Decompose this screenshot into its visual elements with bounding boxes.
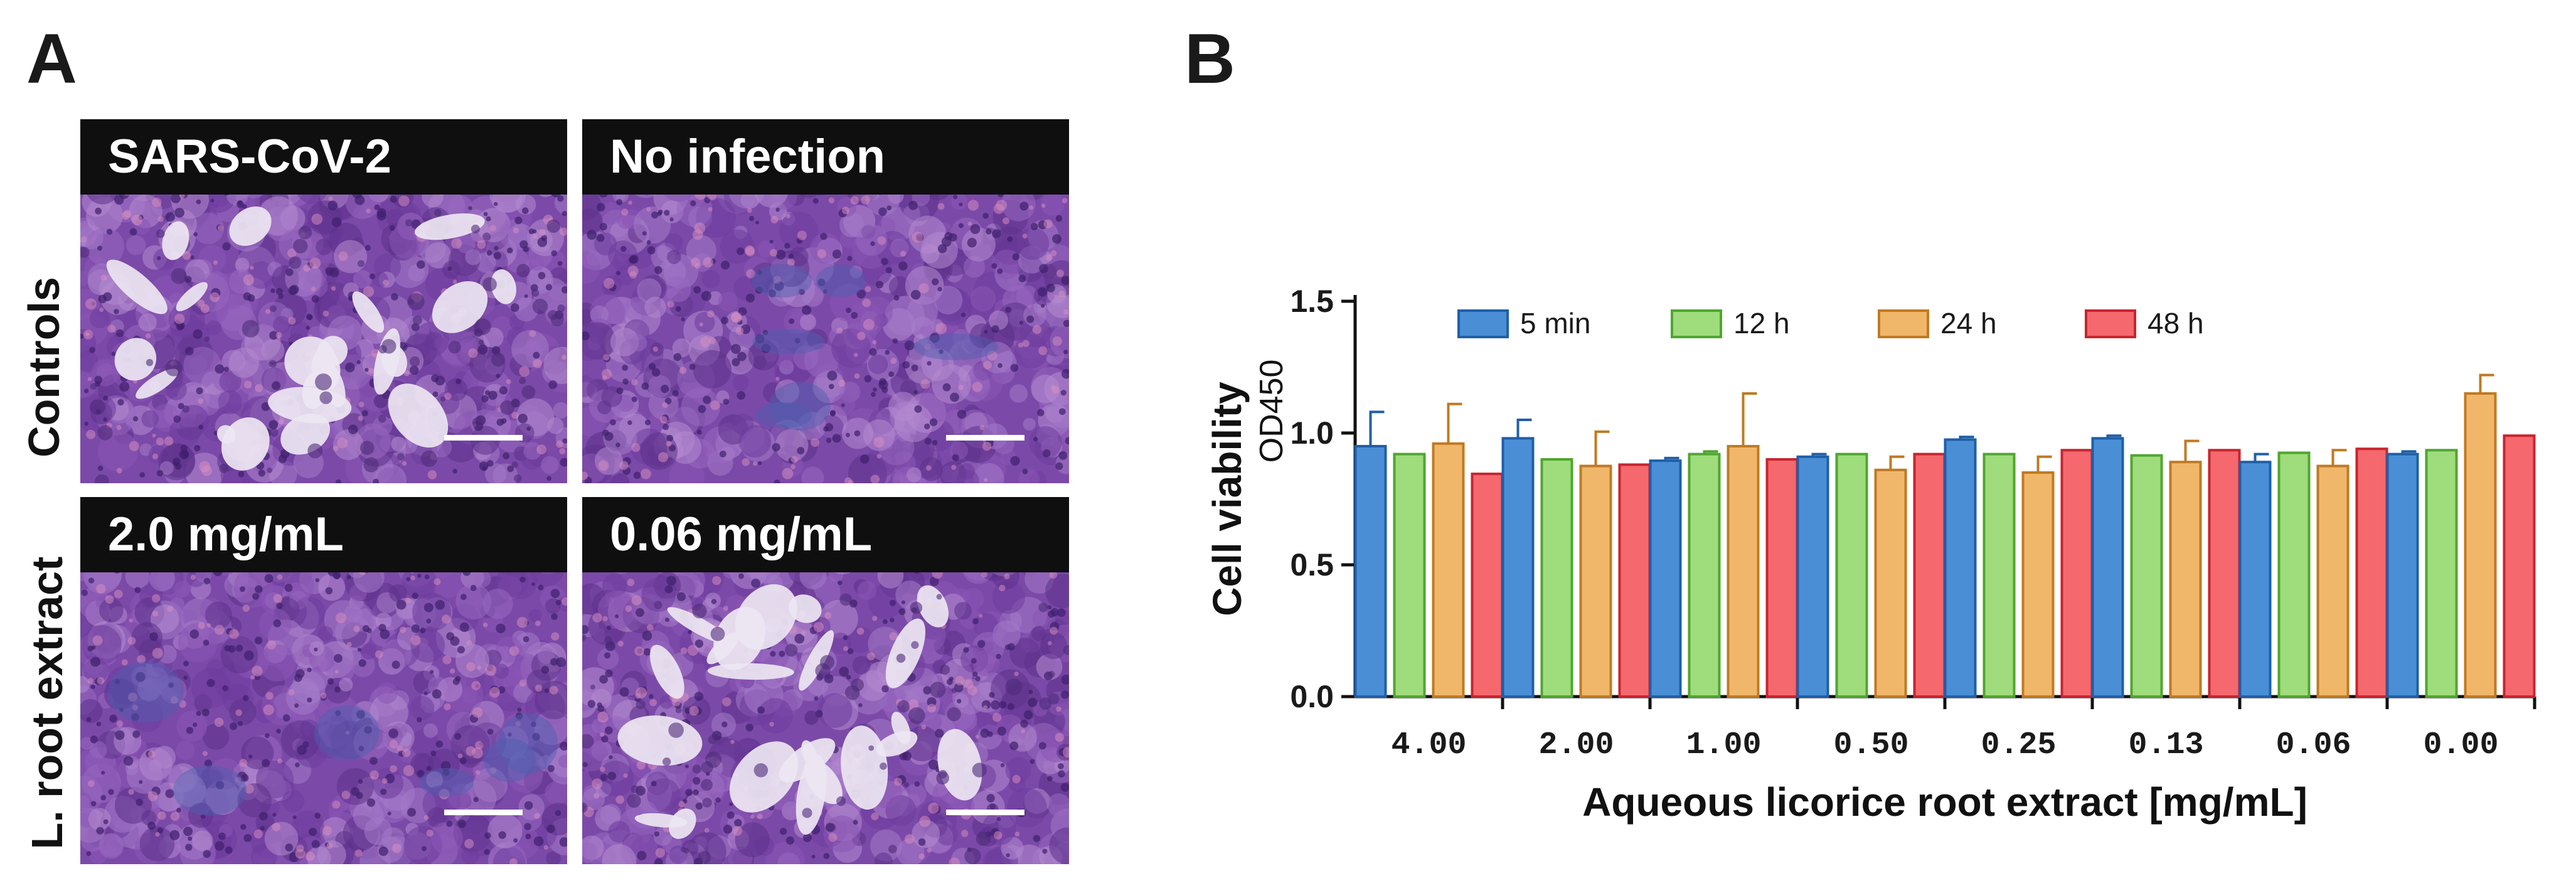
micrograph-label: 2.0 mg/mL (80, 497, 567, 572)
x-tick-label: 0.00 (2423, 727, 2498, 763)
y-tick-label: 1.5 (1290, 284, 1334, 319)
panel-a-letter: A (26, 19, 77, 98)
bar-5-min-4.00 (1354, 445, 1387, 698)
bar-5-min-0.00 (2386, 452, 2419, 698)
x-tick-label: 0.25 (1981, 727, 2056, 763)
bar-12-h-0.25 (1983, 452, 2016, 698)
legend-label: 12 h (1733, 307, 1790, 340)
bar-24-h-0.00 (2464, 392, 2497, 698)
y-axis-sublabel: OD450 (1253, 360, 1290, 463)
bar-5-min-2.00 (1501, 437, 1535, 698)
micrograph-label: 0.06 mg/mL (582, 497, 1069, 572)
x-tick-label: 4.00 (1391, 727, 1466, 763)
bar-48-h-0.50 (1913, 452, 1946, 698)
micrograph-no-infection: No infection (582, 119, 1069, 483)
cell-viability-chart: 0.0 0.5 1.0 1.5 4.00 2.00 1.00 0.50 0.25 0.13 0.06… (1205, 284, 2536, 825)
scale-bar (946, 810, 1025, 815)
bar-5-min-0.25 (1944, 438, 1977, 698)
bar-12-h-2.00 (1540, 458, 1573, 698)
bar-48-h-0.13 (2208, 449, 2241, 698)
bar-24-h-0.50 (1874, 468, 1907, 698)
micrograph-sars-cov-2: SARS-CoV-2 (80, 119, 567, 483)
micrograph-2-0-mg-ml: 2.0 mg/mL (80, 497, 567, 864)
x-tick-label: 0.13 (2128, 727, 2203, 763)
bar-12-h-4.00 (1393, 452, 1426, 698)
bar-24-h-2.00 (1579, 464, 1612, 698)
x-tick-label: 0.06 (2275, 727, 2351, 763)
bar-12-h-0.13 (2130, 454, 2163, 698)
micrograph-label: SARS-CoV-2 (80, 119, 567, 195)
legend-label: 24 h (1940, 307, 1997, 340)
scale-bar (444, 435, 523, 441)
legend-swatch (1457, 309, 1509, 338)
bar-24-h-0.25 (2021, 471, 2055, 698)
y-tick-label: 0.0 (1290, 679, 1334, 714)
bar-5-min-0.06 (2238, 461, 2272, 698)
bar-24-h-1.00 (1727, 445, 1760, 698)
row-label-l-root-extract: L. root extract (23, 556, 72, 850)
bar-12-h-1.00 (1688, 452, 1721, 698)
bar-48-h-0.25 (2060, 449, 2094, 698)
legend-swatch (1671, 309, 1722, 338)
legend-label: 5 min (1520, 307, 1590, 340)
bar-12-h-0.00 (2425, 449, 2458, 698)
micrograph-label: No infection (582, 119, 1069, 195)
bar-48-h-4.00 (1471, 473, 1504, 698)
bar-5-min-0.13 (2091, 437, 2124, 698)
bar-48-h-1.00 (1765, 458, 1799, 698)
scale-bar (946, 435, 1025, 441)
row-label-controls: Controls (19, 277, 68, 458)
legend-swatch (2085, 309, 2136, 338)
x-tick-label: 0.50 (1833, 727, 1908, 763)
bar-5-min-1.00 (1649, 459, 1682, 698)
bar-48-h-0.00 (2503, 434, 2536, 698)
bar-12-h-0.50 (1835, 452, 1868, 698)
micrograph-0-06-mg-ml: 0.06 mg/mL (582, 497, 1069, 864)
bar-5-min-0.50 (1796, 455, 1829, 698)
y-axis-label: Cell viability (1205, 382, 1250, 616)
x-axis-label: Aqueous licorice root extract [mg/mL] (1582, 779, 2307, 825)
x-tick-label: 1.00 (1686, 727, 1761, 763)
y-tick-label: 1.0 (1290, 415, 1334, 451)
bar-48-h-0.06 (2355, 447, 2388, 698)
bar-12-h-0.06 (2277, 451, 2311, 698)
bar-24-h-4.00 (1432, 442, 1465, 698)
chart-bars (1354, 373, 2536, 698)
bar-48-h-2.00 (1618, 463, 1651, 698)
bar-24-h-0.06 (2316, 464, 2350, 698)
legend-label: 48 h (2148, 307, 2204, 340)
chart-legend: 5 min 12 h 24 h 48 h (1457, 307, 2204, 340)
x-tick-label: 2.00 (1538, 727, 1614, 763)
legend-swatch (1878, 309, 1929, 338)
scale-bar (444, 810, 523, 815)
bar-24-h-0.13 (2169, 461, 2202, 698)
y-tick-label: 0.5 (1290, 547, 1334, 582)
panel-b-letter: B (1184, 19, 1235, 98)
